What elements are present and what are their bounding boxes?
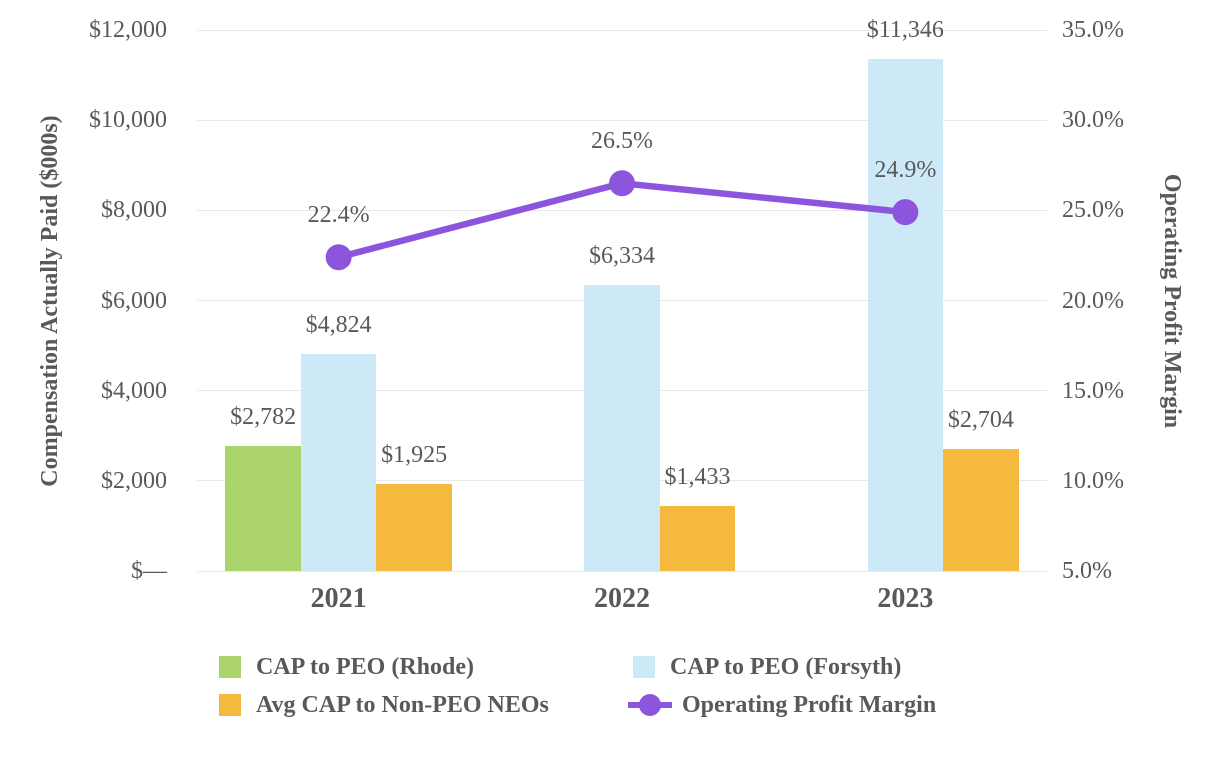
- left-axis-tick: $6,000: [101, 287, 167, 314]
- left-axis-tick: $8,000: [101, 197, 167, 224]
- left-axis-tick: $12,000: [89, 17, 167, 43]
- right-axis-tick: 10.0%: [1062, 467, 1124, 494]
- legend-swatch-non-peo: [219, 694, 241, 716]
- right-axis-tick: 5.0%: [1062, 558, 1112, 584]
- bar-cap-to-peo-forsyth-: [867, 59, 944, 571]
- right-axis-tick: 25.0%: [1062, 197, 1124, 224]
- bar-cap-to-peo-forsyth-: [584, 285, 660, 571]
- legend-label-non-peo: Avg CAP to Non-PEO NEOs: [256, 692, 549, 718]
- gridline: [197, 119, 1047, 121]
- right-axis-tick: 30.0%: [1062, 107, 1124, 134]
- gridline: [197, 570, 1047, 572]
- left-axis-tick: $4,000: [101, 377, 167, 404]
- gridline: [197, 29, 1047, 31]
- bar-cap-to-peo-forsyth-: [300, 353, 377, 571]
- bar-avg-cap-to-non-peo-neos: [659, 506, 736, 571]
- legend-label-opm: Operating Profit Margin: [682, 692, 937, 718]
- bar-value-label: $2,782: [230, 403, 297, 430]
- legend-item-cap-peo-forsyth: CAP to PEO (Forsyth): [633, 652, 936, 682]
- bar-value-label: $1,433: [664, 464, 731, 491]
- left-axis-tick: $2,000: [101, 467, 167, 494]
- bar-avg-cap-to-non-peo-neos: [376, 484, 452, 571]
- bar-value-label: $4,824: [305, 311, 372, 338]
- legend-label-rhode: CAP to PEO (Rhode): [256, 654, 474, 680]
- bar-value-label: $11,346: [866, 17, 944, 44]
- legend: CAP to PEO (Rhode) CAP to PEO (Forsyth) …: [219, 652, 936, 720]
- bar-value-label: $2,704: [947, 407, 1014, 434]
- bar-cap-to-peo-rhode-: [225, 445, 301, 571]
- line-value-label: 24.9%: [874, 157, 937, 184]
- x-axis-label: 2022: [594, 583, 650, 614]
- legend-item-operating-profit-margin: Operating Profit Margin: [628, 690, 937, 720]
- right-axis-tick: 15.0%: [1062, 377, 1124, 404]
- legend-swatch-forsyth: [633, 656, 655, 678]
- legend-swatch-rhode: [219, 656, 241, 678]
- x-axis-label: 2021: [310, 583, 367, 614]
- left-axis-tick: $—: [131, 558, 167, 584]
- right-axis-tick: 35.0%: [1062, 17, 1124, 43]
- bar-value-label: $1,925: [381, 442, 448, 469]
- bar-avg-cap-to-non-peo-neos: [943, 449, 1019, 571]
- x-axis-label: 2023: [877, 583, 934, 614]
- legend-line-marker-icon: [628, 694, 672, 716]
- line-value-label: 22.4%: [307, 202, 370, 229]
- bar-value-label: $6,334: [589, 243, 655, 270]
- legend-item-avg-cap-non-peo: Avg CAP to Non-PEO NEOs: [219, 690, 633, 720]
- line-value-label: 26.5%: [591, 128, 653, 155]
- legend-item-cap-peo-rhode: CAP to PEO (Rhode): [219, 652, 633, 682]
- right-axis-tick: 20.0%: [1062, 287, 1124, 314]
- legend-label-forsyth: CAP to PEO (Forsyth): [670, 654, 902, 680]
- left-axis-tick: $10,000: [89, 107, 167, 134]
